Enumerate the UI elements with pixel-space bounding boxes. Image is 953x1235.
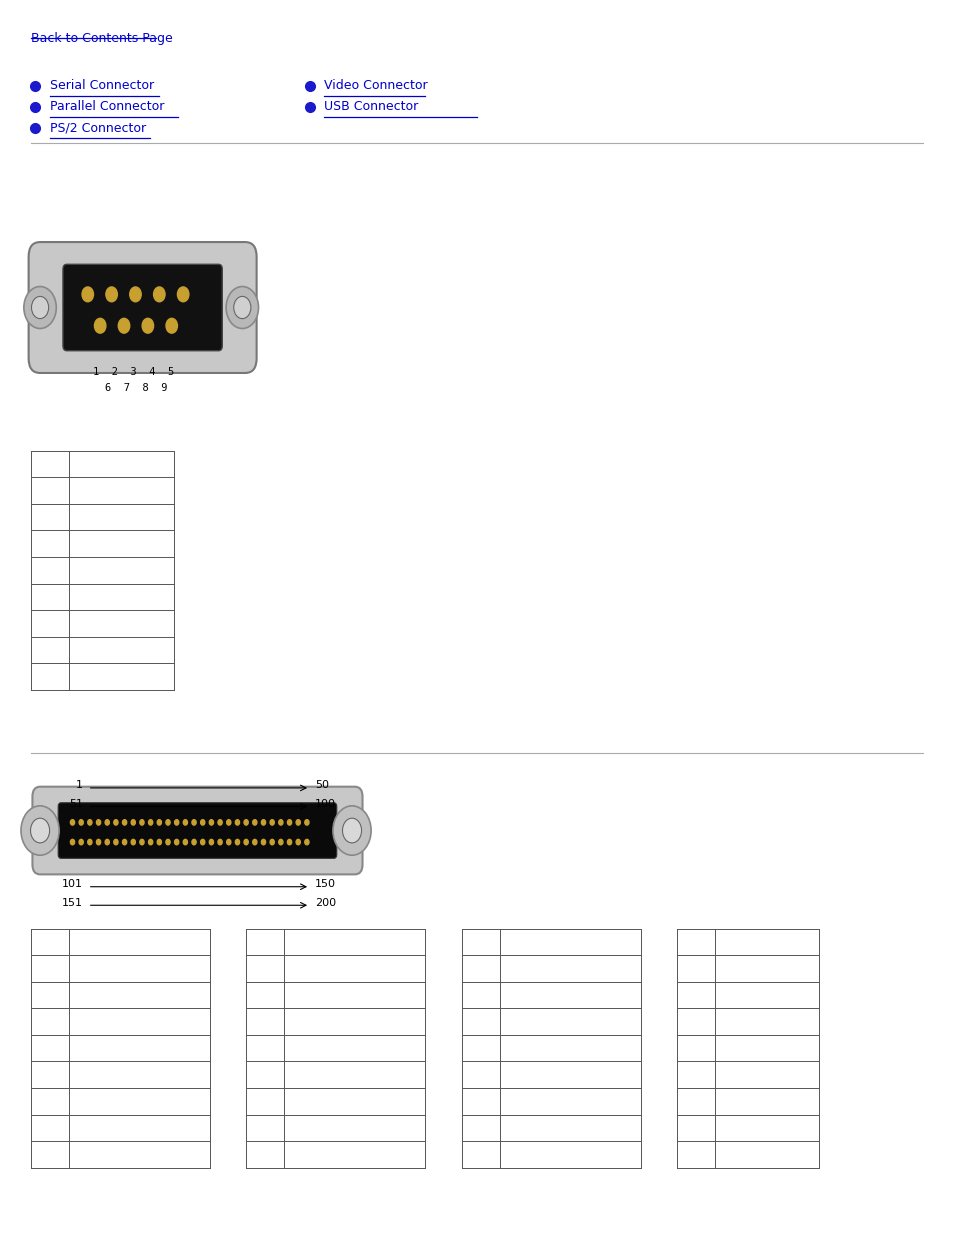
Text: Parallel Connector: Parallel Connector xyxy=(50,100,164,114)
Circle shape xyxy=(295,820,300,825)
Circle shape xyxy=(130,287,141,301)
Circle shape xyxy=(166,840,170,845)
Circle shape xyxy=(295,840,300,845)
Circle shape xyxy=(177,287,189,301)
Circle shape xyxy=(149,820,152,825)
Circle shape xyxy=(253,840,256,845)
Circle shape xyxy=(200,840,205,845)
Circle shape xyxy=(118,319,130,333)
Text: 1: 1 xyxy=(76,781,83,790)
Circle shape xyxy=(233,296,251,319)
Circle shape xyxy=(96,820,101,825)
Circle shape xyxy=(174,820,178,825)
Circle shape xyxy=(209,840,213,845)
FancyBboxPatch shape xyxy=(58,803,336,858)
Circle shape xyxy=(71,840,74,845)
Circle shape xyxy=(122,840,127,845)
Circle shape xyxy=(113,840,118,845)
Circle shape xyxy=(105,840,110,845)
Circle shape xyxy=(287,820,292,825)
Circle shape xyxy=(304,840,309,845)
Circle shape xyxy=(88,820,91,825)
Circle shape xyxy=(157,840,161,845)
Circle shape xyxy=(140,840,144,845)
Circle shape xyxy=(153,287,165,301)
Circle shape xyxy=(183,840,188,845)
Circle shape xyxy=(157,820,161,825)
Circle shape xyxy=(142,319,153,333)
Text: 200: 200 xyxy=(314,898,335,908)
Circle shape xyxy=(227,820,231,825)
Text: Serial Connector: Serial Connector xyxy=(50,79,153,93)
Circle shape xyxy=(105,820,110,825)
Circle shape xyxy=(270,840,274,845)
Circle shape xyxy=(217,820,222,825)
FancyBboxPatch shape xyxy=(32,787,362,874)
Circle shape xyxy=(131,840,135,845)
Circle shape xyxy=(31,296,49,319)
Circle shape xyxy=(253,820,256,825)
Circle shape xyxy=(192,820,196,825)
Circle shape xyxy=(79,840,83,845)
Circle shape xyxy=(166,820,170,825)
Circle shape xyxy=(209,820,213,825)
Text: 101: 101 xyxy=(62,879,83,889)
Circle shape xyxy=(82,287,93,301)
Text: 151: 151 xyxy=(62,898,83,908)
Circle shape xyxy=(30,818,50,844)
Circle shape xyxy=(270,820,274,825)
Text: 100: 100 xyxy=(314,799,335,809)
FancyBboxPatch shape xyxy=(29,242,256,373)
Circle shape xyxy=(342,818,361,844)
Circle shape xyxy=(131,820,135,825)
Circle shape xyxy=(122,820,127,825)
Circle shape xyxy=(96,840,101,845)
Circle shape xyxy=(166,319,177,333)
Circle shape xyxy=(261,840,265,845)
Circle shape xyxy=(106,287,117,301)
Circle shape xyxy=(200,820,205,825)
Circle shape xyxy=(174,840,178,845)
Circle shape xyxy=(79,820,83,825)
Circle shape xyxy=(183,820,188,825)
Circle shape xyxy=(235,840,239,845)
Circle shape xyxy=(71,820,74,825)
Text: 150: 150 xyxy=(314,879,335,889)
Text: 6  7  8  9: 6 7 8 9 xyxy=(105,383,168,393)
Circle shape xyxy=(244,820,248,825)
Circle shape xyxy=(88,840,91,845)
Circle shape xyxy=(278,840,283,845)
Text: Video Connector: Video Connector xyxy=(324,79,428,93)
Circle shape xyxy=(261,820,265,825)
Text: 1  2  3  4  5: 1 2 3 4 5 xyxy=(93,367,174,377)
Circle shape xyxy=(149,840,152,845)
Text: PS/2 Connector: PS/2 Connector xyxy=(50,121,146,135)
Circle shape xyxy=(278,820,283,825)
FancyBboxPatch shape xyxy=(63,264,222,351)
Circle shape xyxy=(244,840,248,845)
Circle shape xyxy=(227,840,231,845)
Text: 51: 51 xyxy=(69,799,83,809)
Text: 50: 50 xyxy=(314,781,329,790)
Circle shape xyxy=(21,805,59,855)
Circle shape xyxy=(235,820,239,825)
Text: USB Connector: USB Connector xyxy=(324,100,418,114)
Circle shape xyxy=(226,287,258,329)
Text: Back to Contents Page: Back to Contents Page xyxy=(30,32,172,46)
Circle shape xyxy=(24,287,56,329)
Circle shape xyxy=(113,820,118,825)
Circle shape xyxy=(287,840,292,845)
Circle shape xyxy=(333,805,371,855)
Circle shape xyxy=(304,820,309,825)
Circle shape xyxy=(192,840,196,845)
Circle shape xyxy=(217,840,222,845)
Circle shape xyxy=(94,319,106,333)
Circle shape xyxy=(140,820,144,825)
